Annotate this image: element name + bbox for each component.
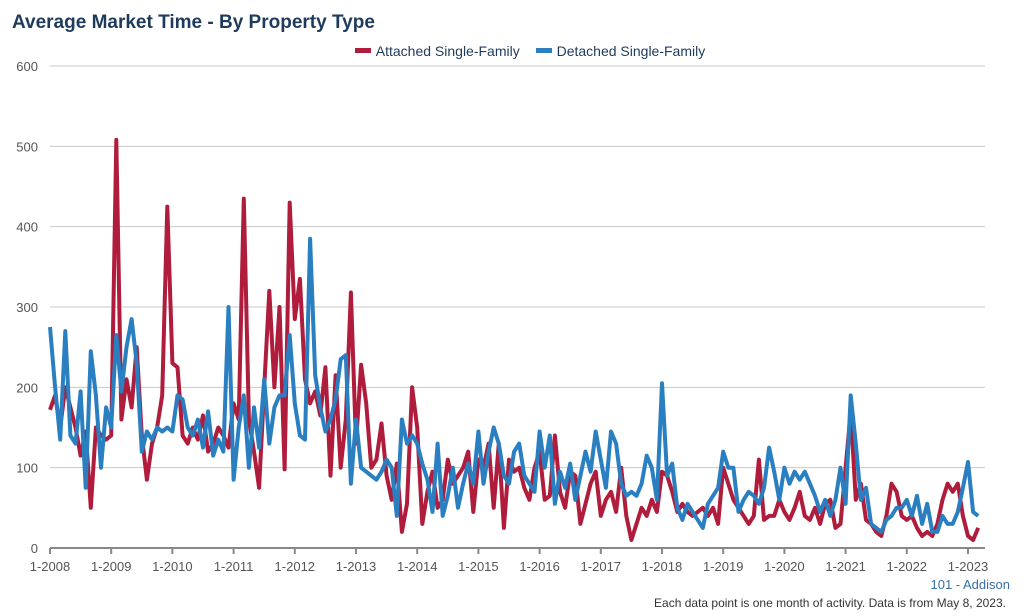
- y-tick-label: 0: [31, 541, 38, 556]
- legend-label-detached: Detached Single-Family: [556, 42, 706, 59]
- x-tick-label: 1-2021: [825, 559, 865, 574]
- legend: Attached Single-Family Detached Single-F…: [0, 40, 1024, 59]
- x-tick-label: 1-2019: [703, 559, 743, 574]
- legend-item-detached[interactable]: Detached Single-Family: [535, 42, 706, 59]
- y-tick-label: 200: [16, 380, 38, 395]
- chart-title: Average Market Time - By Property Type: [12, 12, 375, 33]
- x-tick-label: 1-2011: [214, 559, 254, 574]
- x-tick-label: 1-2009: [91, 559, 131, 574]
- y-tick-label: 400: [16, 220, 38, 235]
- footnote: Each data point is one month of activity…: [654, 596, 1006, 610]
- x-tick-label: 1-2018: [642, 559, 682, 574]
- series-line-detached: [48, 236, 980, 534]
- x-tick-label: 1-2012: [275, 559, 315, 574]
- x-tick-label: 1-2020: [764, 559, 804, 574]
- x-tick-label: 1-2022: [887, 559, 927, 574]
- x-tick-label: 1-2014: [397, 559, 437, 574]
- x-tick-label: 1-2015: [458, 559, 498, 574]
- y-tick-label: 600: [16, 59, 38, 74]
- legend-swatch-attached: [354, 48, 371, 53]
- legend-label-attached: Attached Single-Family: [375, 42, 520, 59]
- y-tick-label: 300: [16, 300, 38, 315]
- x-tick-label: 1-2016: [519, 559, 559, 574]
- x-tick-label: 1-2013: [336, 559, 376, 574]
- x-tick-label: 1-2017: [581, 559, 621, 574]
- legend-swatch-detached: [535, 48, 552, 53]
- x-tick-label: 1-2008: [30, 559, 70, 574]
- y-tick-label: 100: [16, 461, 38, 476]
- y-tick-label: 500: [16, 139, 38, 154]
- location-label: 101 - Addison: [930, 577, 1010, 592]
- x-tick-label: 1-2023: [948, 559, 988, 574]
- legend-item-attached[interactable]: Attached Single-Family: [354, 42, 520, 59]
- x-tick-label: 1-2010: [152, 559, 192, 574]
